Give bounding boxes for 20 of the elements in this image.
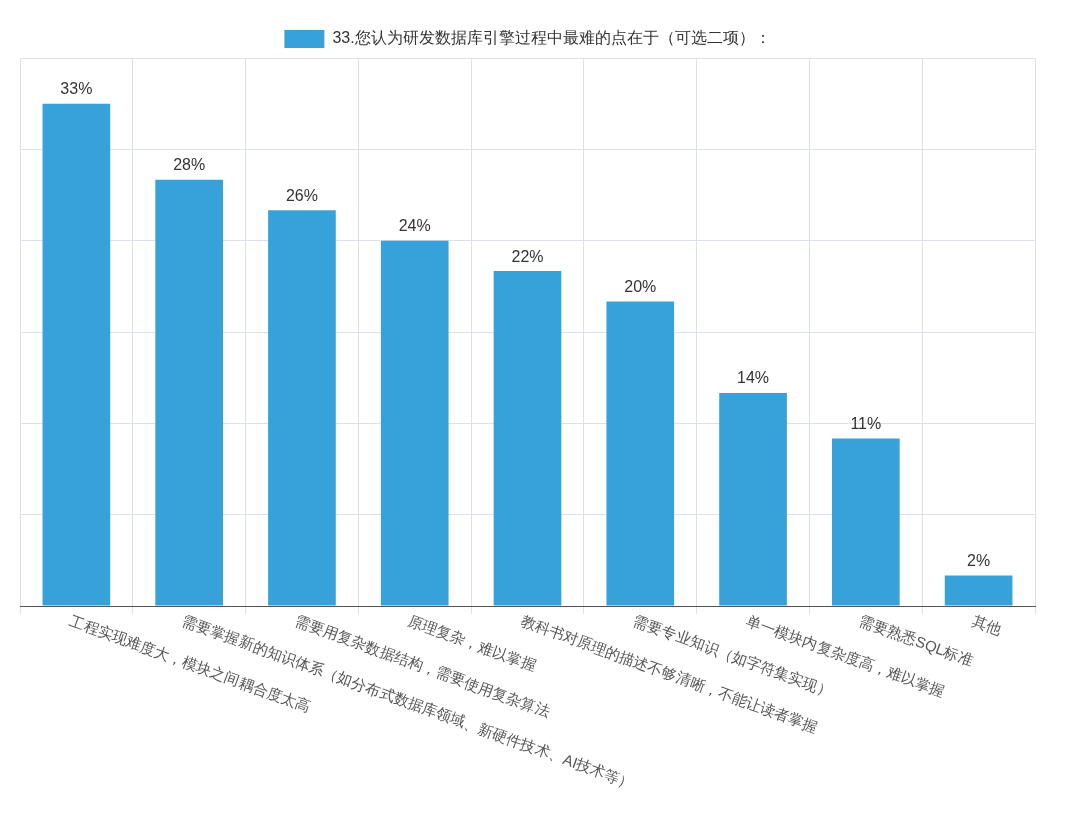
legend-label: 33.您认为研发数据库引擎过程中最难的点在于（可选二项）：	[332, 29, 771, 47]
data-label: 26%	[285, 186, 318, 204]
data-label: 14%	[737, 369, 770, 387]
bar	[832, 438, 900, 606]
data-label: 2%	[967, 551, 991, 569]
data-label: 24%	[398, 217, 431, 235]
data-label: 20%	[624, 277, 657, 295]
bar	[380, 240, 449, 606]
bar	[944, 575, 1013, 606]
data-label: 22%	[511, 247, 544, 265]
bar	[719, 392, 787, 606]
data-label: 11%	[850, 414, 882, 432]
bar	[155, 179, 223, 606]
data-label: 33%	[60, 80, 93, 98]
bar	[42, 103, 111, 606]
bar	[606, 301, 675, 606]
bar	[493, 271, 562, 606]
data-label: 28%	[173, 156, 206, 174]
bar	[268, 210, 336, 606]
x-tick-label: 其他	[969, 611, 1004, 639]
